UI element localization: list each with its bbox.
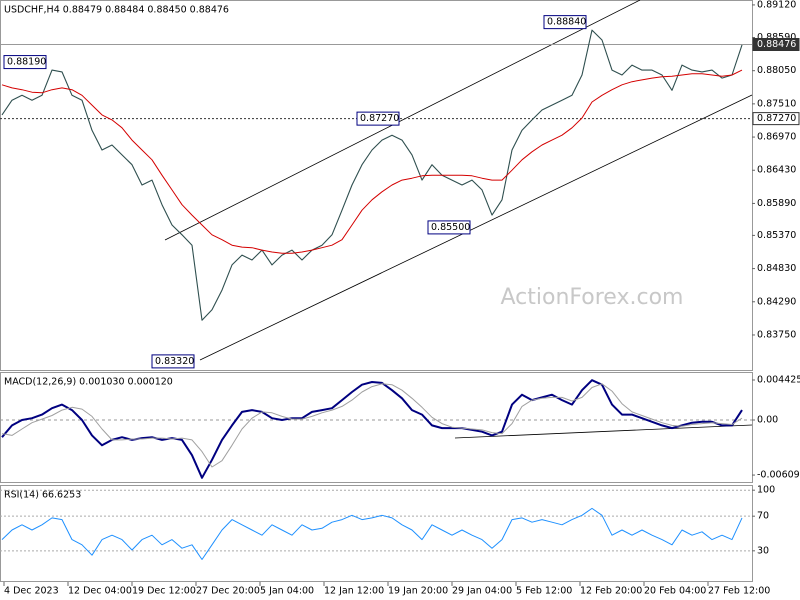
- x-tick-label: 12 Feb 20:00: [580, 586, 642, 597]
- series-line: [1, 507, 743, 560]
- price-box: [752, 37, 800, 51]
- level-annotation-box: [3, 55, 47, 70]
- x-tick-label: 27 Dec 20:00: [196, 586, 260, 597]
- y-tick-label: 100: [757, 485, 775, 496]
- level-annotation: 0.88840: [547, 17, 586, 28]
- price-box-label: 0.88476: [757, 39, 796, 50]
- y-tick-label: 0.88590: [757, 32, 796, 43]
- rsi-panel: [0, 485, 753, 582]
- y-tick-label: 0.86970: [757, 132, 796, 143]
- price-box-label: 0.87270: [757, 113, 796, 124]
- x-tick-label: 5 Feb 12:00: [516, 586, 572, 597]
- x-tick-label: 4 Dec 2023: [4, 586, 59, 597]
- panel-title: USDCHF,H4 0.88479 0.88484 0.88450 0.8847…: [4, 5, 229, 16]
- level-annotation-box: [356, 111, 400, 126]
- y-tick-label: 0.004425: [757, 374, 800, 385]
- level-annotation-box: [151, 354, 195, 369]
- panel-title: RSI(14) 66.6253: [4, 490, 81, 501]
- level-annotation: 0.88190: [7, 57, 46, 68]
- channel-lower: [199, 94, 753, 361]
- macd-panel: [0, 372, 753, 483]
- series-line: [1, 383, 743, 468]
- y-tick-label: -0.006092: [757, 470, 800, 481]
- macd-trendline: [454, 424, 753, 439]
- x-tick-label: 19 Dec 12:00: [132, 586, 196, 597]
- level-annotation: 0.87270: [360, 113, 399, 124]
- y-tick-label: 0.87510: [757, 98, 796, 109]
- x-tick-label: 19 Jan 20:00: [388, 586, 448, 597]
- y-tick-label: 0.84830: [757, 263, 796, 274]
- level-annotation-box: [543, 15, 587, 30]
- panel-title: MACD(12,26,9) 0.001030 0.000120: [4, 377, 173, 388]
- x-tick-label: 29 Jan 04:00: [452, 586, 512, 597]
- level-annotation: 0.85500: [431, 222, 470, 233]
- x-tick-label: 20 Feb 04:00: [644, 586, 706, 597]
- level-annotation-box: [427, 220, 471, 235]
- watermark: ActionForex.com: [501, 285, 684, 310]
- y-tick-label: 0.88050: [757, 65, 796, 76]
- x-tick-label: 12 Dec 04:00: [68, 586, 132, 597]
- y-tick-label: 30: [757, 545, 769, 556]
- series-line: [1, 29, 743, 321]
- y-tick-label: 0.00: [757, 414, 778, 425]
- channel-upper: [164, 0, 641, 241]
- y-tick-label: 0.89120: [757, 0, 796, 10]
- y-tick-label: 0.84290: [757, 296, 796, 307]
- price-panel: [0, 0, 753, 371]
- y-tick-label: 70: [757, 511, 769, 522]
- y-tick-label: 0.85370: [757, 230, 796, 241]
- level-annotation: 0.83320: [155, 356, 194, 367]
- series-line: [1, 69, 743, 254]
- price-box: [752, 112, 800, 126]
- series-line: [1, 379, 743, 479]
- x-tick-label: 12 Jan 12:00: [324, 586, 384, 597]
- x-tick-label: 27 Feb 12:00: [708, 586, 770, 597]
- x-tick-label: 5 Jan 04:00: [260, 586, 314, 597]
- y-tick-label: 0.86430: [757, 165, 796, 176]
- y-tick-label: 0.85890: [757, 198, 796, 209]
- y-tick-label: 0.83750: [757, 329, 796, 340]
